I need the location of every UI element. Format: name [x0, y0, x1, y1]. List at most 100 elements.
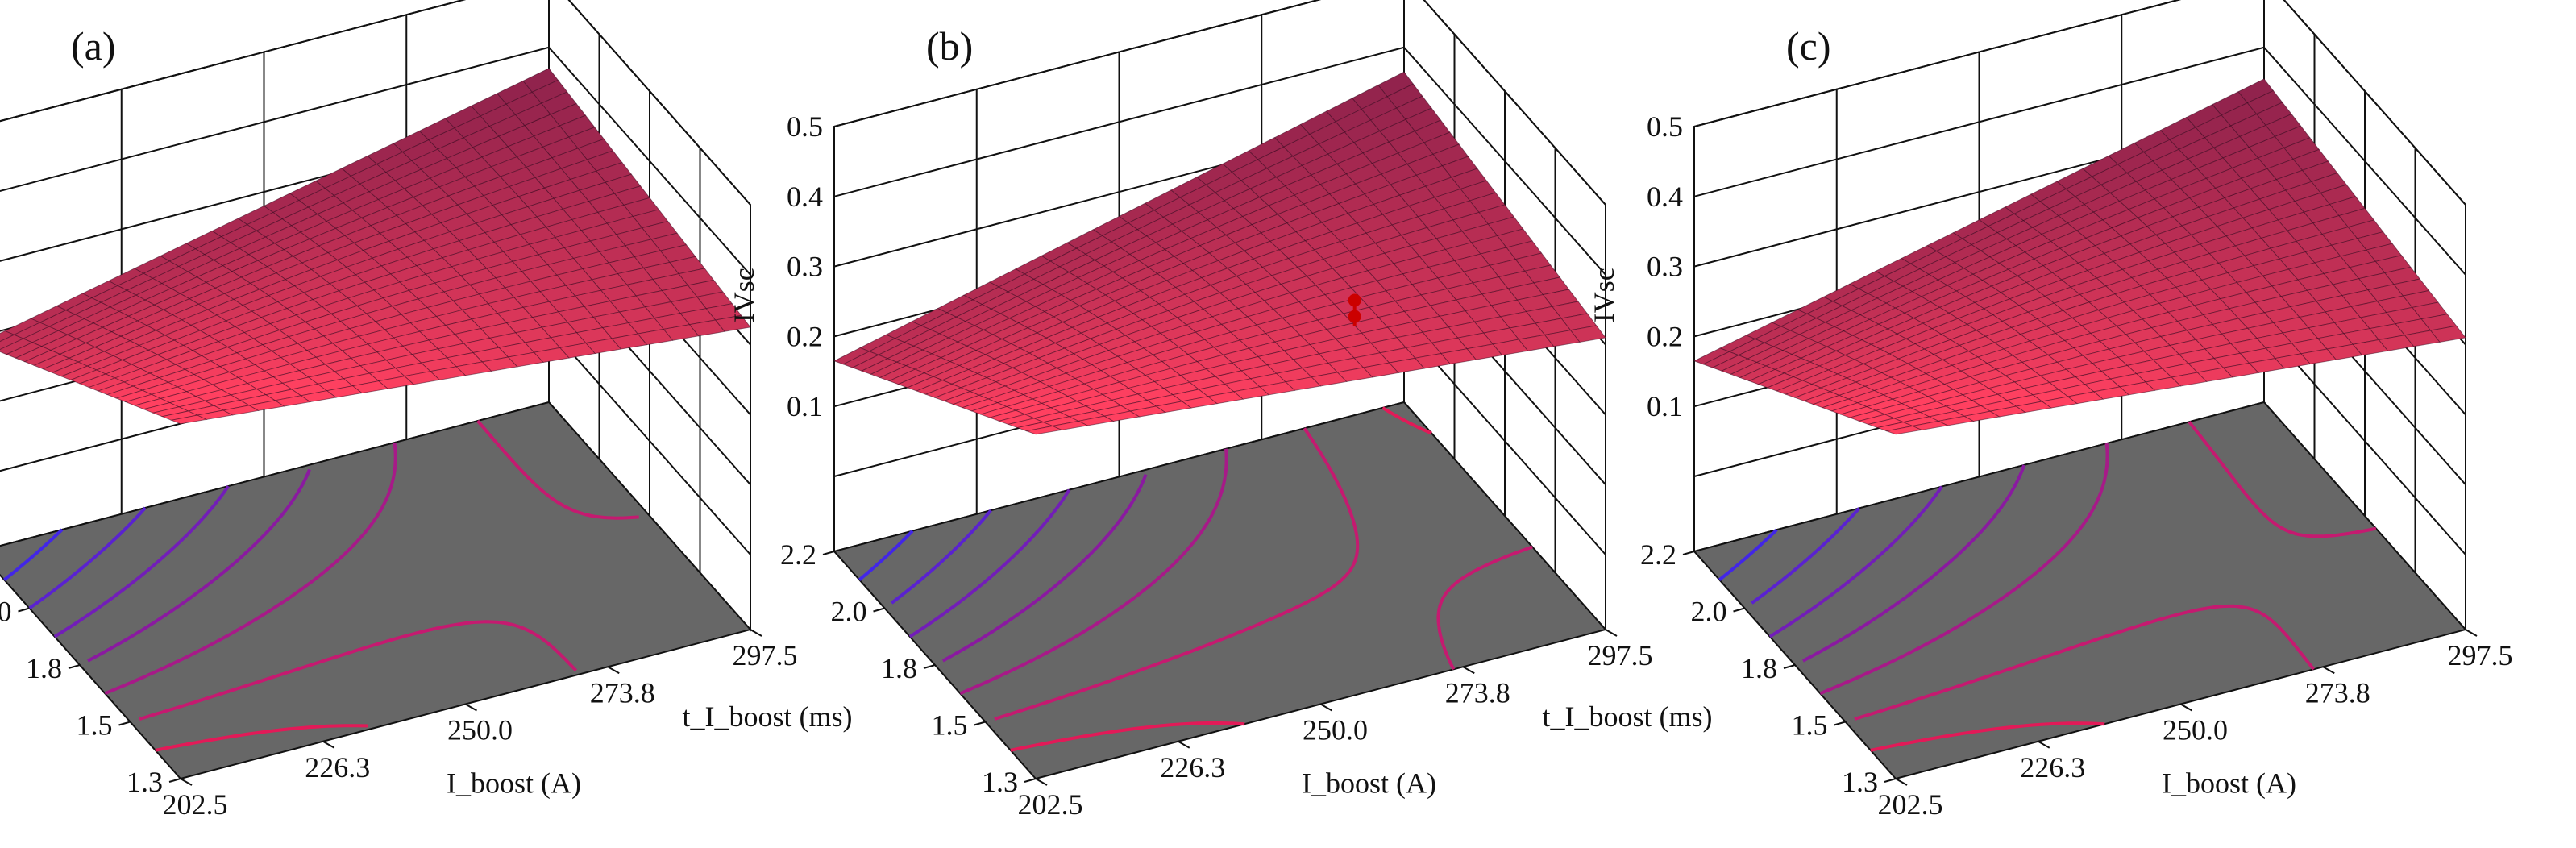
z-tick-label: 0.5 [1647, 110, 1683, 143]
z-tick-label: 0.2 [787, 320, 823, 352]
marker-dot [1348, 310, 1361, 323]
contour-line [1801, 464, 2026, 663]
x-tick-label: 297.5 [733, 639, 798, 671]
contour-line [941, 473, 1148, 663]
x-tick-mark [2322, 666, 2335, 675]
surface-cell [1884, 426, 1923, 435]
panel-label: (a) [71, 23, 116, 69]
y-tick-mark [68, 664, 81, 669]
z-tick-label: 0.4 [787, 181, 823, 213]
x-tick-mark [2180, 703, 2192, 712]
x-tick-label: 297.5 [2448, 639, 2513, 671]
contour-line [87, 468, 311, 663]
floor-plane [1693, 401, 2467, 780]
surface-cell [169, 414, 208, 425]
x-tick-mark [1605, 629, 1618, 637]
x-tick-label: 226.3 [1160, 751, 1225, 784]
z-tick-label: 0.4 [1647, 181, 1683, 213]
x-tick-mark [607, 666, 620, 675]
y-tick-mark [1024, 778, 1037, 783]
y-tick-mark [1783, 664, 1796, 669]
response-surface [833, 71, 1606, 435]
floor [1693, 401, 2467, 780]
panel-c: 0.1 0.2 0.3 0.4 0.5 202.5 226.3 250.0 273.8 297.5… [1543, 0, 2513, 821]
contour-line [1819, 443, 2109, 696]
z-tick-label: 0.2 [1647, 320, 1683, 352]
y-tick-label: 2.0 [831, 596, 867, 628]
contour-line [104, 442, 397, 696]
contour-line [891, 509, 992, 605]
z-tick-label: 0.3 [1647, 251, 1683, 283]
y-tick-label: 1.5 [1792, 709, 1828, 742]
contour-line [1854, 421, 2377, 721]
floor [833, 401, 1607, 780]
x-tick-mark [1178, 740, 1190, 749]
x-tick-label: 273.8 [590, 676, 655, 709]
tick-labels: 0.10.20.30.40.5202.5226.3250.0273.8297.5… [780, 110, 1653, 821]
floor-plane [0, 401, 752, 780]
x-tick-label: 202.5 [163, 788, 228, 821]
z-tick-label: 0.1 [1647, 390, 1683, 422]
z-tick-label: 0.5 [787, 110, 823, 143]
x-tick-label: 250.0 [2163, 714, 2228, 746]
grid-line-z [0, 46, 751, 276]
y-tick-label: 1.8 [1741, 652, 1777, 684]
x-tick-mark [750, 629, 762, 637]
contour-lines [858, 406, 1533, 752]
tick-labels: 0.10.20.30.40.5202.5226.3250.0273.8297.5… [1640, 110, 2513, 821]
x-tick-mark [2465, 629, 2478, 637]
marker-dot [1348, 293, 1361, 307]
y-tick-mark [974, 721, 986, 726]
contour-line [994, 427, 1533, 721]
y-tick-label: 2.0 [1691, 596, 1727, 628]
y-tick-label: 1.8 [881, 652, 917, 684]
x-tick-mark [180, 778, 193, 786]
floor [0, 401, 752, 780]
grid-line-z [0, 0, 751, 206]
x-tick-label: 273.8 [1445, 676, 1510, 709]
contour-line [858, 530, 914, 581]
x-tick-mark [465, 703, 477, 712]
z-axis-title: IVsc [1588, 268, 1620, 322]
z-tick-label: 0.3 [787, 251, 823, 283]
grid-line-z [1693, 0, 2466, 206]
contour-line [1010, 406, 1432, 752]
y-tick-label: 2.0 [0, 596, 12, 628]
y-tick-mark [118, 721, 131, 726]
x-tick-label: 250.0 [447, 714, 513, 746]
tick-labels: 0.10.20.30.40.5202.5226.3250.0273.8297.5… [0, 596, 798, 821]
contour-line [28, 506, 147, 610]
x-tick-label: 273.8 [2305, 676, 2370, 709]
y-tick-label: 1.3 [1842, 766, 1878, 798]
contour-line [959, 448, 1228, 696]
y-tick-label: 2.2 [780, 538, 816, 571]
design-point-marker [1348, 293, 1361, 326]
x-tick-label: 202.5 [1878, 788, 1943, 821]
y-tick-label: 1.5 [932, 709, 968, 742]
y-tick-mark [923, 664, 936, 669]
x-tick-mark [1320, 703, 1332, 712]
y-tick-mark [168, 778, 181, 783]
contour-line [53, 484, 230, 638]
y-tick-label: 2.2 [1640, 538, 1676, 571]
y-tick-mark [18, 607, 30, 613]
contour-line [1718, 528, 1778, 581]
floor-plane [833, 401, 1607, 780]
y-tick-label: 1.3 [982, 766, 1018, 798]
grid-line-z [833, 46, 1606, 276]
y-tick-mark [873, 607, 885, 613]
x-tick-label: 226.3 [305, 751, 370, 784]
x-axis-title: I_boost (A) [447, 767, 581, 800]
x-tick-label: 297.5 [1588, 639, 1653, 671]
surface-cell [1024, 426, 1063, 435]
x-tick-mark [1462, 666, 1475, 675]
contour-lines [1718, 421, 2377, 752]
panel-a: 0.10.20.30.40.5202.5226.3250.0273.8297.5… [0, 0, 798, 821]
x-tick-label: 250.0 [1303, 714, 1368, 746]
y-axis-title: t_I_boost (ms) [683, 700, 853, 733]
y-axis-title: t_I_boost (ms) [1543, 700, 1713, 733]
panel-label: (c) [1786, 23, 1831, 69]
y-tick-mark [822, 551, 835, 555]
contour-lines [2, 419, 639, 752]
